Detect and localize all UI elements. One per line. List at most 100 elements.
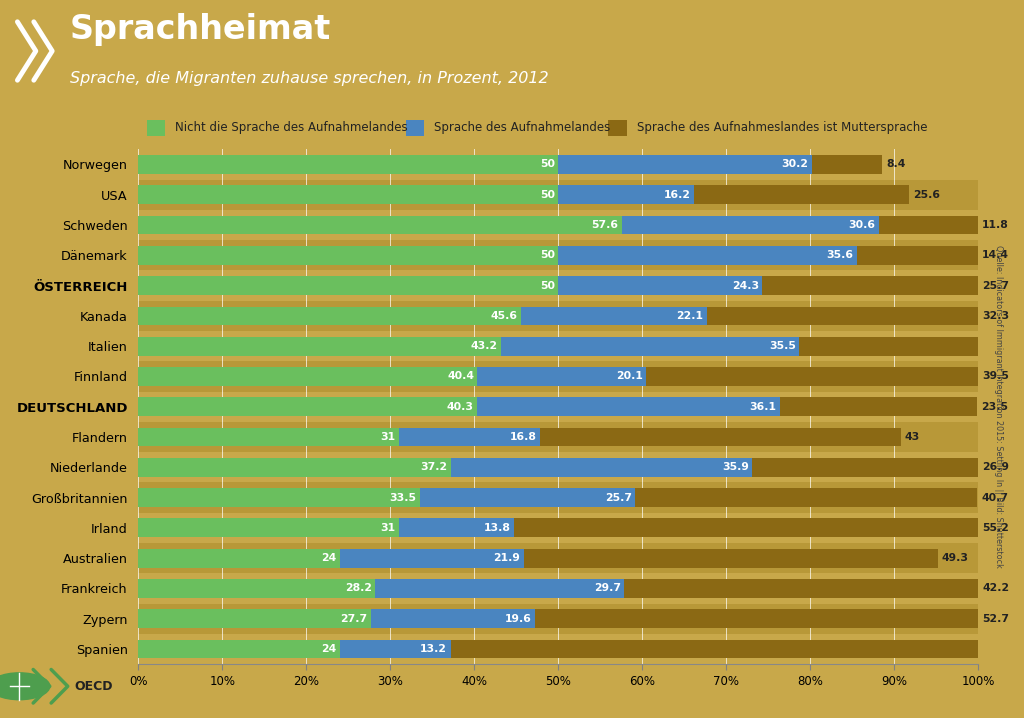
- Bar: [138, 428, 398, 447]
- Text: 40.7: 40.7: [981, 493, 1009, 503]
- Bar: [138, 331, 978, 361]
- Bar: [622, 215, 879, 235]
- Bar: [451, 640, 1024, 658]
- Text: 35.5: 35.5: [769, 341, 796, 351]
- Bar: [138, 543, 978, 573]
- Bar: [138, 155, 558, 174]
- Text: 35.6: 35.6: [826, 251, 854, 261]
- Bar: [501, 337, 799, 355]
- Bar: [477, 367, 646, 386]
- Bar: [799, 337, 1024, 355]
- Text: Sprache des Aufnahmelandes: Sprache des Aufnahmelandes: [434, 121, 610, 134]
- Text: Quelle: Indicators of Immigrant Integration 2015: Settling In || Bild: Shutterst: Quelle: Indicators of Immigrant Integrat…: [994, 246, 1002, 568]
- Bar: [138, 513, 978, 543]
- Bar: [420, 488, 635, 507]
- Bar: [138, 640, 340, 658]
- Bar: [340, 640, 451, 658]
- Bar: [779, 397, 977, 416]
- Text: 14.4: 14.4: [982, 251, 1009, 261]
- Text: 32.3: 32.3: [982, 311, 1010, 321]
- FancyBboxPatch shape: [406, 120, 424, 136]
- Text: 13.2: 13.2: [420, 644, 447, 654]
- Text: 24: 24: [322, 644, 337, 654]
- Text: Sprache, die Migranten zuhause sprechen, in Prozent, 2012: Sprache, die Migranten zuhause sprechen,…: [70, 71, 548, 86]
- Text: 25.7: 25.7: [605, 493, 632, 503]
- Bar: [138, 422, 978, 452]
- Text: 50: 50: [540, 251, 555, 261]
- Text: 40.4: 40.4: [447, 371, 474, 381]
- Bar: [138, 458, 451, 477]
- Bar: [558, 276, 762, 295]
- Text: Nicht die Sprache des Aufnahmelandes: Nicht die Sprache des Aufnahmelandes: [175, 121, 408, 134]
- Bar: [138, 518, 398, 537]
- Bar: [138, 215, 622, 235]
- Text: 25.7: 25.7: [982, 281, 1009, 291]
- Text: 26.9: 26.9: [982, 462, 1009, 472]
- Text: 16.8: 16.8: [509, 432, 537, 442]
- Text: 30.6: 30.6: [849, 220, 876, 230]
- Bar: [451, 458, 752, 477]
- Bar: [138, 549, 340, 567]
- Text: 22.1: 22.1: [676, 311, 703, 321]
- Bar: [138, 276, 558, 295]
- Bar: [371, 610, 536, 628]
- Text: 43: 43: [905, 432, 921, 442]
- Bar: [398, 518, 514, 537]
- Bar: [138, 604, 978, 634]
- Bar: [340, 549, 523, 567]
- Text: 33.5: 33.5: [389, 493, 416, 503]
- Text: 24.3: 24.3: [731, 281, 759, 291]
- Text: 23.5: 23.5: [981, 402, 1009, 411]
- Text: 37.2: 37.2: [420, 462, 447, 472]
- Bar: [138, 241, 978, 271]
- Bar: [812, 155, 883, 174]
- FancyBboxPatch shape: [608, 120, 627, 136]
- Bar: [523, 549, 938, 567]
- Bar: [521, 307, 707, 325]
- Text: OECD: OECD: [75, 680, 113, 693]
- Text: 49.3: 49.3: [942, 553, 969, 563]
- Bar: [558, 155, 812, 174]
- Bar: [138, 271, 978, 301]
- Text: 42.2: 42.2: [983, 584, 1010, 594]
- Text: 31: 31: [380, 523, 395, 533]
- Bar: [558, 246, 857, 265]
- Bar: [138, 361, 978, 391]
- FancyBboxPatch shape: [146, 120, 165, 136]
- Bar: [694, 185, 909, 204]
- Text: 24: 24: [322, 553, 337, 563]
- Bar: [138, 391, 978, 422]
- Text: Sprachheimat: Sprachheimat: [70, 13, 331, 46]
- Bar: [138, 573, 978, 604]
- Bar: [138, 210, 978, 241]
- Text: 8.4: 8.4: [887, 159, 906, 169]
- Bar: [879, 215, 978, 235]
- Bar: [635, 488, 977, 507]
- Bar: [138, 180, 978, 210]
- Text: 36.1: 36.1: [750, 402, 776, 411]
- Bar: [138, 246, 558, 265]
- Bar: [398, 428, 540, 447]
- Text: 50: 50: [540, 281, 555, 291]
- Text: 11.8: 11.8: [982, 220, 1009, 230]
- Bar: [138, 307, 521, 325]
- Text: 16.2: 16.2: [664, 190, 691, 200]
- Bar: [857, 246, 978, 265]
- Text: 13.8: 13.8: [484, 523, 511, 533]
- Bar: [138, 185, 558, 204]
- Bar: [752, 458, 978, 477]
- Bar: [646, 367, 978, 386]
- Bar: [558, 185, 694, 204]
- Text: 27.7: 27.7: [340, 614, 368, 624]
- Bar: [138, 367, 477, 386]
- Text: 25.6: 25.6: [913, 190, 940, 200]
- Bar: [707, 307, 978, 325]
- Bar: [625, 579, 979, 598]
- Text: 28.2: 28.2: [345, 584, 372, 594]
- Bar: [138, 482, 978, 513]
- Text: 19.6: 19.6: [505, 614, 532, 624]
- Text: 55.2: 55.2: [982, 523, 1009, 533]
- Text: 50: 50: [540, 190, 555, 200]
- Bar: [375, 579, 625, 598]
- Bar: [138, 301, 978, 331]
